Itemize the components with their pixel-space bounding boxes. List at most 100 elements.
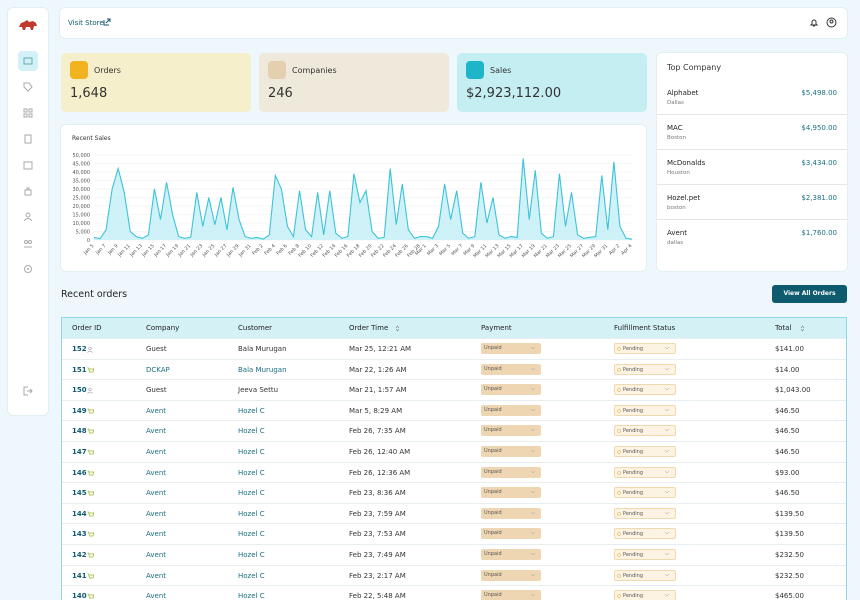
nav-tags[interactable] (18, 77, 38, 97)
company[interactable]: Avent (146, 427, 167, 436)
payment-dropdown[interactable]: Unpaid (481, 528, 541, 540)
customer[interactable]: Hozel C (238, 406, 265, 415)
order-id[interactable]: 143 (72, 530, 87, 539)
order-id[interactable]: 146 (72, 468, 87, 477)
icon (23, 386, 33, 396)
caret (665, 408, 669, 412)
nav-home[interactable] (18, 51, 38, 71)
order-id[interactable]: 142 (72, 551, 87, 559)
fulfillment-dropdown[interactable]: Pending (614, 590, 676, 600)
order-time: Mar 22, 1:26 AM (349, 365, 407, 374)
customer[interactable]: Hozel C (238, 530, 265, 539)
order-id[interactable]: 147 (72, 448, 87, 456)
fulfillment-dropdown[interactable]: Pending (614, 528, 676, 540)
order-id[interactable]: 144 (72, 509, 87, 518)
fulfillment-dropdown[interactable]: Pending (614, 425, 676, 437)
customer[interactable]: Hozel C (238, 571, 265, 580)
customer[interactable]: Hozel C (238, 551, 265, 559)
fulfillment-dropdown[interactable]: Pending (614, 363, 676, 375)
nav-users[interactable] (18, 207, 38, 227)
order-id[interactable]: 150 (72, 386, 87, 395)
fulfillment-dropdown[interactable]: Pending (614, 569, 676, 581)
customer[interactable]: Hozel C (238, 448, 265, 456)
company[interactable]: Avent (146, 489, 167, 498)
nav-calendar[interactable] (18, 155, 38, 175)
order-id[interactable]: 141 (72, 571, 87, 580)
payment-dropdown[interactable]: Unpaid (481, 384, 541, 396)
nav-logout[interactable] (18, 381, 38, 401)
payment-dropdown[interactable]: Unpaid (481, 466, 541, 478)
nav-team[interactable] (18, 233, 38, 253)
payment-dropdown[interactable]: Unpaid (481, 487, 541, 499)
payment-dropdown[interactable]: Unpaid (481, 404, 541, 416)
bell-button[interactable] (809, 18, 819, 28)
status-icon (617, 573, 621, 578)
fulfillment-dropdown[interactable]: Pending (614, 404, 676, 416)
customer[interactable]: Hozel C (238, 592, 265, 600)
payment-dropdown[interactable]: Unpaid (481, 363, 541, 375)
fulfillment-dropdown[interactable]: Pending (614, 487, 676, 499)
payment-dropdown[interactable]: Unpaid (481, 590, 541, 600)
company[interactable]: Avent (146, 530, 167, 539)
customer[interactable]: Bala Murugan (238, 365, 287, 374)
payment-dropdown[interactable]: Unpaid (481, 549, 541, 560)
order-id[interactable]: 148 (72, 427, 87, 436)
payment-dropdown[interactable]: Unpaid (481, 343, 541, 354)
icon (617, 429, 621, 434)
fulfillment-dropdown[interactable]: Pending (614, 343, 676, 354)
company[interactable]: Avent (146, 571, 167, 580)
payment-dropdown[interactable]: Unpaid (481, 569, 541, 581)
company[interactable]: Avent (146, 551, 167, 559)
company[interactable]: Avent (146, 592, 167, 600)
customer[interactable]: Hozel C (238, 468, 265, 477)
fulfillment-dropdown[interactable]: Pending (614, 384, 676, 396)
icon (826, 17, 837, 28)
company[interactable]: Avent (146, 448, 167, 456)
nav-bag[interactable] (18, 181, 38, 201)
nav-building[interactable] (18, 129, 38, 149)
separator (657, 149, 847, 150)
sort-icon (800, 325, 804, 332)
nav-settings[interactable] (18, 259, 38, 279)
sidebar (8, 8, 48, 415)
table-row: 146 Avent Hozel C Feb 26, 12:36 AM Unpaid Pen… (62, 461, 846, 484)
visit-store-link[interactable]: Visit Store (68, 19, 104, 27)
company[interactable]: DCKAP (146, 365, 170, 374)
column-header[interactable]: Total (775, 324, 792, 332)
order-id[interactable]: 152 (72, 345, 87, 353)
stat-icon (466, 61, 484, 79)
cart-icon (87, 532, 94, 537)
nav-grid[interactable] (18, 103, 38, 123)
order-id[interactable]: 145 (72, 489, 87, 498)
payment-dropdown[interactable]: Unpaid (481, 446, 541, 457)
cart-icon (87, 367, 94, 372)
fulfillment-dropdown[interactable]: Pending (614, 507, 676, 519)
icon (23, 161, 33, 170)
order-id[interactable]: 151 (72, 365, 87, 374)
view-all-button[interactable]: View All Orders (772, 285, 847, 303)
company-amount: $2,381.00 (801, 194, 837, 202)
caret (531, 553, 535, 556)
payment-dropdown[interactable]: Unpaid (481, 507, 541, 519)
payment-dropdown[interactable]: Unpaid (481, 425, 541, 437)
logo[interactable] (18, 18, 38, 32)
order-id[interactable]: 149 (72, 406, 87, 415)
fulfillment-dropdown[interactable]: Pending (614, 466, 676, 478)
table-row: 151 DCKAP Bala Murugan Mar 22, 1:26 AM Unpai… (62, 358, 846, 381)
fulfillment-dropdown[interactable]: Pending (614, 446, 676, 457)
icon (531, 532, 535, 535)
company[interactable]: Avent (146, 509, 167, 518)
user-button[interactable] (826, 17, 837, 28)
status-icon (617, 553, 621, 557)
customer[interactable]: Hozel C (238, 427, 265, 436)
customer[interactable]: Hozel C (238, 509, 265, 518)
orders-table: Order ID Company Customer Order Time Payment… (61, 317, 847, 600)
company[interactable]: Avent (146, 406, 167, 415)
order-id[interactable]: 140 (72, 592, 87, 600)
fulfillment-dropdown[interactable]: Pending (614, 549, 676, 560)
column-header[interactable]: Order Time (349, 324, 389, 332)
company-amount: $1,760.00 (801, 229, 837, 237)
y-tick-label: 35,000 (73, 178, 91, 184)
customer[interactable]: Hozel C (238, 489, 265, 498)
company[interactable]: Avent (146, 468, 167, 477)
